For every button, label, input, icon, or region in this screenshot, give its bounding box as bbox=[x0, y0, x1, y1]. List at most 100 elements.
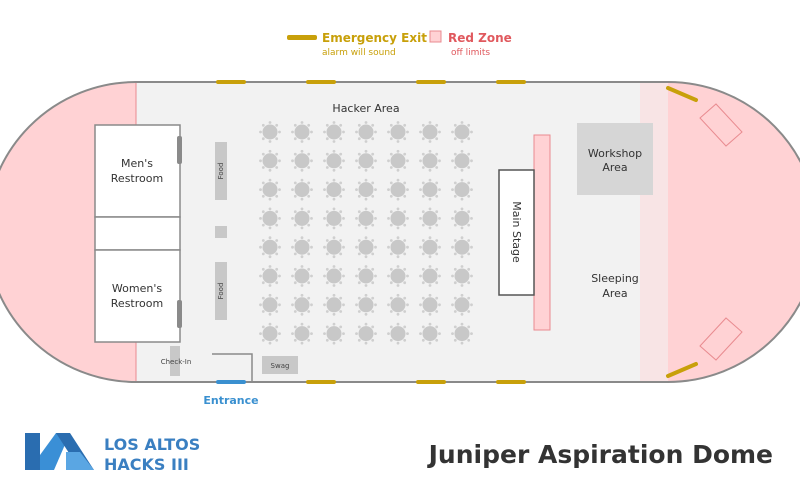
exit-right-bottom bbox=[666, 362, 698, 378]
hacker-table bbox=[323, 178, 345, 201]
hacker-table bbox=[387, 265, 409, 287]
venue-title: Juniper Aspiration Dome bbox=[427, 440, 773, 469]
hacker-table bbox=[291, 293, 313, 316]
hacker-table bbox=[451, 236, 473, 259]
food-label-top: Food bbox=[217, 163, 225, 180]
hacker-table bbox=[387, 207, 409, 230]
hacker-table bbox=[323, 149, 345, 172]
hacker-table bbox=[355, 293, 377, 316]
entrance-marker bbox=[216, 380, 246, 384]
food-area: Food Food bbox=[215, 142, 227, 320]
hacker-table bbox=[355, 236, 377, 259]
hacker-table bbox=[259, 236, 281, 259]
workshop-area: Workshop Area bbox=[577, 123, 653, 195]
hacker-table bbox=[291, 149, 313, 172]
legend-exit-swatch bbox=[287, 35, 317, 40]
hacker-table bbox=[291, 236, 313, 259]
hacker-table bbox=[323, 293, 345, 316]
check-in-label: Check-In bbox=[161, 358, 192, 366]
food-label-bottom: Food bbox=[217, 283, 225, 300]
legend-exit-title: Emergency Exit bbox=[322, 31, 427, 45]
hacker-table bbox=[323, 207, 345, 230]
hacker-table bbox=[259, 121, 281, 143]
hacker-table bbox=[451, 207, 473, 230]
hacker-table bbox=[323, 121, 345, 143]
restrooms: Men's Restroom Women's Restroom bbox=[94, 124, 182, 343]
hacker-table bbox=[355, 178, 377, 201]
entrance-label: Entrance bbox=[203, 394, 258, 407]
red-zone-right bbox=[668, 82, 800, 382]
hacker-table bbox=[291, 207, 313, 230]
exit-top-4 bbox=[496, 80, 526, 84]
legend-exit-subtitle: alarm will sound bbox=[322, 48, 396, 58]
hacker-table bbox=[291, 322, 313, 345]
hacker-table bbox=[451, 293, 473, 316]
exit-top-3 bbox=[416, 80, 446, 84]
hacker-table bbox=[419, 236, 441, 259]
exit-door-right-top bbox=[699, 103, 743, 147]
main-stage-red-zone bbox=[533, 134, 551, 331]
hacker-table bbox=[387, 293, 409, 316]
hacker-table bbox=[387, 322, 409, 345]
hacker-table bbox=[451, 121, 473, 143]
exit-bottom-2 bbox=[416, 380, 446, 384]
hacker-table bbox=[355, 207, 377, 230]
sleeping-area-label-2: Area bbox=[602, 287, 627, 300]
hacker-table bbox=[419, 121, 441, 143]
hacker-table bbox=[259, 293, 281, 316]
hacker-table bbox=[291, 265, 313, 287]
workshop-label-1: Workshop bbox=[588, 147, 642, 160]
hacker-table bbox=[387, 121, 409, 143]
hacker-table bbox=[419, 178, 441, 201]
hacker-table bbox=[259, 178, 281, 201]
hacker-table bbox=[451, 322, 473, 345]
legend-red-title: Red Zone bbox=[448, 31, 512, 45]
hacker-table bbox=[419, 149, 441, 172]
check-in-area: Check-In Swag bbox=[161, 346, 298, 382]
workshop-label-2: Area bbox=[602, 161, 627, 174]
mens-restroom-label-2: Restroom bbox=[111, 172, 163, 185]
dome-wall bbox=[0, 81, 800, 383]
hacker-table bbox=[419, 265, 441, 287]
hacker-table bbox=[387, 149, 409, 172]
hacker-table bbox=[355, 149, 377, 172]
hacker-table bbox=[323, 322, 345, 345]
hacker-table bbox=[259, 207, 281, 230]
hacker-table bbox=[419, 207, 441, 230]
brand-line-1: LOS ALTOS bbox=[104, 435, 200, 454]
legend: Emergency Exit alarm will sound Red Zone… bbox=[287, 30, 512, 58]
exit-bottom-1 bbox=[306, 380, 336, 384]
womens-restroom-label-2: Restroom bbox=[111, 297, 163, 310]
hacker-table bbox=[323, 265, 345, 287]
mens-restroom-door bbox=[177, 136, 182, 164]
main-stage bbox=[498, 169, 535, 296]
hacker-table bbox=[291, 121, 313, 143]
brand-line-2: HACKS III bbox=[104, 455, 189, 474]
hacker-table bbox=[259, 322, 281, 345]
hacker-table bbox=[387, 178, 409, 201]
hacker-area-label: Hacker Area bbox=[332, 102, 399, 115]
hacker-table bbox=[259, 265, 281, 287]
hacker-table bbox=[291, 178, 313, 201]
hacker-table bbox=[355, 265, 377, 287]
emergency-exits bbox=[216, 80, 698, 384]
hacker-table bbox=[419, 322, 441, 345]
hacker-table bbox=[419, 293, 441, 316]
womens-restroom bbox=[94, 249, 181, 343]
check-in-rail bbox=[212, 353, 253, 382]
womens-restroom-label-1: Women's bbox=[112, 282, 162, 295]
exit-top-1 bbox=[216, 80, 246, 84]
exit-bottom-3 bbox=[496, 380, 526, 384]
food-table-middle bbox=[215, 226, 227, 238]
la-logo-icon bbox=[25, 433, 94, 470]
hacker-table bbox=[451, 178, 473, 201]
hacker-table bbox=[355, 322, 377, 345]
brand: LOS ALTOS HACKS III bbox=[25, 433, 200, 474]
workshop-block bbox=[577, 123, 653, 195]
mens-restroom bbox=[94, 124, 181, 218]
main-stage-label: Main Stage bbox=[510, 201, 523, 263]
mens-restroom-label-1: Men's bbox=[121, 157, 153, 170]
hacker-table bbox=[451, 149, 473, 172]
swag-table bbox=[262, 356, 298, 374]
